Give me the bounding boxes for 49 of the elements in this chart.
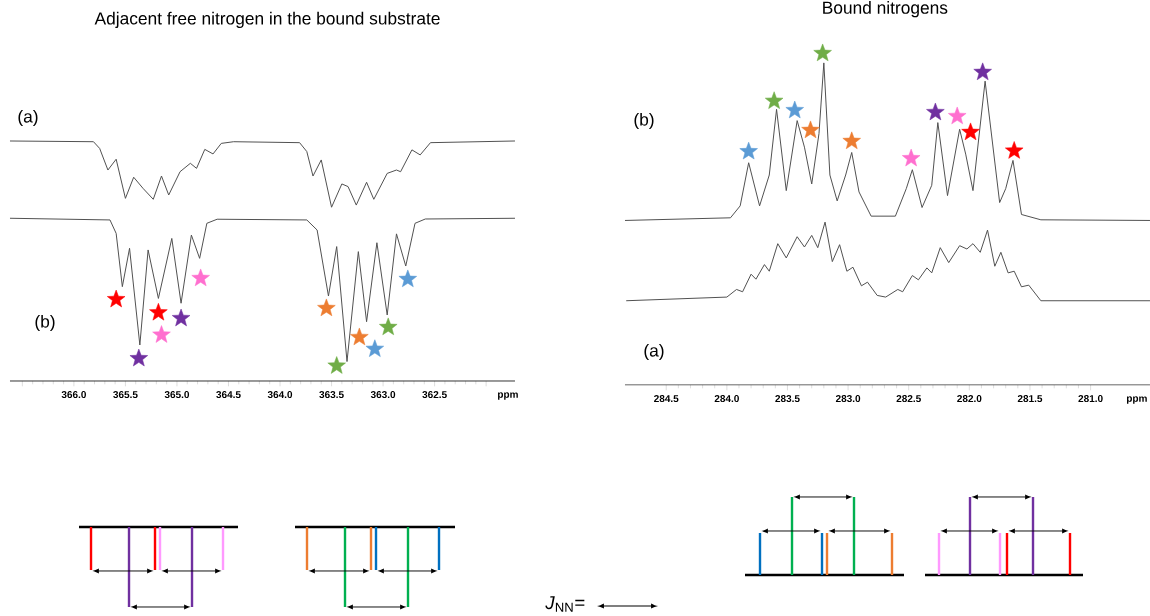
point — [961, 122, 980, 141]
point — [149, 302, 168, 321]
point — [801, 120, 820, 139]
point — [398, 269, 417, 288]
annotation: (b) — [634, 112, 654, 130]
point — [764, 91, 784, 109]
point — [785, 100, 804, 119]
x-tick-label: 282.0 — [957, 395, 982, 403]
point — [171, 308, 191, 327]
point — [317, 298, 336, 317]
point — [191, 268, 210, 287]
point — [129, 348, 148, 367]
point — [926, 102, 945, 121]
x-tick-label: 363.5 — [319, 391, 344, 399]
x-tick-label: 365.0 — [164, 391, 190, 399]
annotation: (b) — [35, 314, 55, 332]
x-tick-label: 283.5 — [775, 395, 800, 403]
point — [813, 43, 832, 62]
x-axis-title: ppm — [1126, 396, 1147, 404]
chart-title: Adjacent free nitrogen in the bound substrate — [94, 11, 440, 28]
x-tick-label: 283.0 — [835, 395, 861, 403]
point — [842, 131, 861, 150]
point — [901, 148, 921, 167]
point — [152, 325, 171, 343]
x-tick-label: 365.5 — [113, 391, 138, 399]
x-tick-label: 364.0 — [267, 391, 293, 399]
x-tick-label: 281.0 — [1078, 395, 1103, 403]
x-tick-label: 282.5 — [896, 395, 921, 403]
point — [739, 141, 758, 160]
annotation: (a) — [644, 343, 664, 361]
x-tick-label: 281.5 — [1017, 395, 1043, 403]
text: (a) — [18, 109, 38, 127]
point — [973, 62, 992, 81]
x-tick-label: 364.5 — [216, 391, 241, 399]
point — [350, 327, 369, 346]
point — [107, 289, 126, 308]
point — [327, 356, 346, 374]
x-tick-label: 284.0 — [714, 395, 739, 403]
x-tick-label: 366.0 — [61, 391, 86, 399]
point — [1005, 141, 1024, 159]
text: J$_{NN}$= — [545, 596, 585, 612]
x-tick-label: 362.5 — [422, 391, 447, 399]
point — [379, 317, 398, 336]
x-axis-title: ppm — [498, 392, 518, 400]
x-tick-label: 363.0 — [370, 391, 396, 399]
point — [948, 106, 967, 125]
point — [365, 339, 384, 357]
x-tick-label: 284.5 — [654, 395, 679, 403]
chart-title: Bound nitrogens — [823, 1, 948, 18]
